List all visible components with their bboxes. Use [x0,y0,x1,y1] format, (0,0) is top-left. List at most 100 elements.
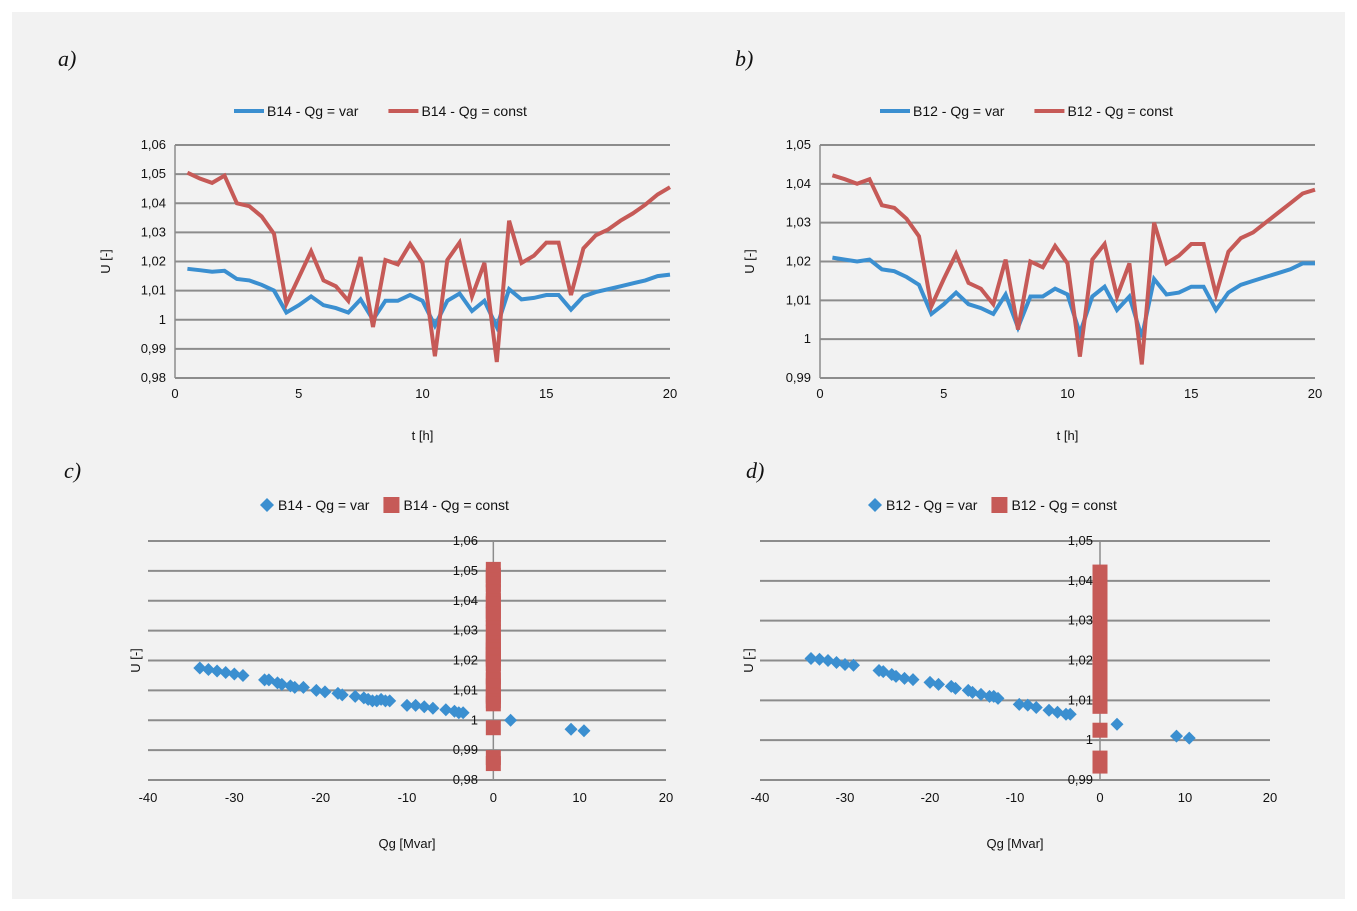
x-tick-label: -30 [836,790,855,805]
panel-label: a) [58,46,76,71]
y-tick-label: 1,06 [141,137,166,152]
y-tick-label: 1,05 [453,563,478,578]
x-tick-label: -40 [751,790,770,805]
x-axis-title: Qg [Mvar] [986,836,1043,851]
y-tick-label: 1,05 [141,166,166,181]
data-point-var [1051,705,1064,719]
y-tick-label: 0,99 [141,341,166,356]
data-point-var [426,701,440,715]
data-point-var [847,658,860,672]
x-tick-label: -40 [139,790,158,805]
y-tick-label: 1,02 [141,254,166,269]
x-tick-label: 20 [659,790,673,805]
data-point-var [348,689,362,703]
data-point-var [1182,731,1196,745]
data-point-var [409,698,423,712]
data-point-var [564,722,578,736]
x-tick-label: 20 [1263,790,1277,805]
x-tick-label: 20 [1308,386,1322,401]
y-tick-label: 0,99 [786,370,811,385]
data-point-var [227,667,241,681]
data-point-var [1042,703,1056,717]
x-tick-label: 0 [816,386,823,401]
y-tick-label: 1,01 [786,292,811,307]
chart-panel-b: b) 0,99 1 1,01 1,02 1,03 1,04 1,05 0 5 10 15 20 t [h]… [735,46,1322,443]
panel-label: c) [64,458,81,483]
data-point-const [1092,758,1108,774]
y-tick-label: 1,01 [1068,692,1093,707]
y-axis-title: U [-] [128,648,143,673]
data-point-var [1170,729,1183,743]
chart-panel-c: c) 0,98 0,99 1 1,01 1,02 1,03 1,04 1,05 1,06 -40 -3… [64,458,673,851]
data-point-var [906,673,920,687]
data-point-var [504,713,518,727]
data-point-var [201,662,215,676]
y-tick-label: 1,02 [1068,653,1093,668]
x-tick-label: 0 [171,386,178,401]
data-point-var [210,664,224,678]
legend-item: B12 - Qg = var [868,497,978,513]
data-point-var [821,654,835,667]
chart-panel-a: a) 0,98 0,99 1 1,01 1,02 1,03 1,04 1,05 1,06 0 5 10 1… [58,46,677,443]
data-point-var [838,657,852,671]
data-point-var [830,655,843,669]
x-tick-label: 15 [1184,386,1198,401]
data-point-const [485,756,501,772]
data-point-var [335,688,349,702]
x-axis-title: t [h] [412,428,434,443]
legend-item: B12 - Qg = const [991,497,1117,513]
x-tick-label: 0 [1096,790,1103,805]
data-point-var [813,652,826,666]
x-axis-title: Qg [Mvar] [378,836,435,851]
y-axis-title: U [-] [742,249,757,274]
x-tick-label: 10 [572,790,586,805]
data-point-var [889,669,903,683]
legend-label: B12 - Qg = var [913,103,1005,119]
data-point-var [439,703,453,717]
y-tick-label: 1,04 [453,593,478,608]
data-point-var [383,694,397,708]
data-point-var [974,687,988,701]
y-axis-title: U [-] [741,648,756,673]
data-point-const [485,696,501,712]
data-point-var [1012,697,1026,711]
panel-label: d) [746,458,764,483]
data-point-var [1110,717,1124,731]
data-point-var [898,671,911,685]
data-point-var [1029,701,1043,715]
x-tick-label: -10 [398,790,417,805]
y-tick-label: 0,98 [453,772,478,787]
legend-label: B14 - Qg = var [267,103,359,119]
legend-item: B14 - Qg = const [383,497,509,513]
data-point-var [966,685,979,699]
y-tick-label: 1 [159,312,166,327]
legend-label: B12 - Qg = const [1011,497,1117,513]
legend-label: B14 - Qg = const [403,497,509,513]
y-tick-label: 1,03 [453,623,478,638]
data-point-var [577,724,591,738]
x-tick-label: 10 [1178,790,1192,805]
legend-item: B12 - Qg = const [1034,103,1173,119]
x-tick-label: 15 [539,386,553,401]
legend-item: B12 - Qg = var [880,103,1005,119]
y-tick-label: 1 [1086,732,1093,747]
legend-label: B14 - Qg = var [278,497,370,513]
data-point-var [275,677,289,691]
y-tick-label: 1,06 [453,533,478,548]
legend-swatch [868,498,882,512]
data-point-var [1063,707,1077,721]
data-point-var [923,675,937,689]
x-tick-label: -20 [921,790,940,805]
x-tick-label: 20 [663,386,677,401]
x-tick-label: 10 [1060,386,1074,401]
y-tick-label: 0,99 [1068,772,1093,787]
y-axis-title: U [-] [98,249,113,274]
data-point-var [932,677,945,691]
data-point-const [1092,722,1108,738]
legend-label: B12 - Qg = const [1067,103,1173,119]
series-line-const [186,170,672,363]
y-tick-label: 1 [804,331,811,346]
y-tick-label: 1,01 [141,283,166,298]
data-point-var [318,685,332,699]
